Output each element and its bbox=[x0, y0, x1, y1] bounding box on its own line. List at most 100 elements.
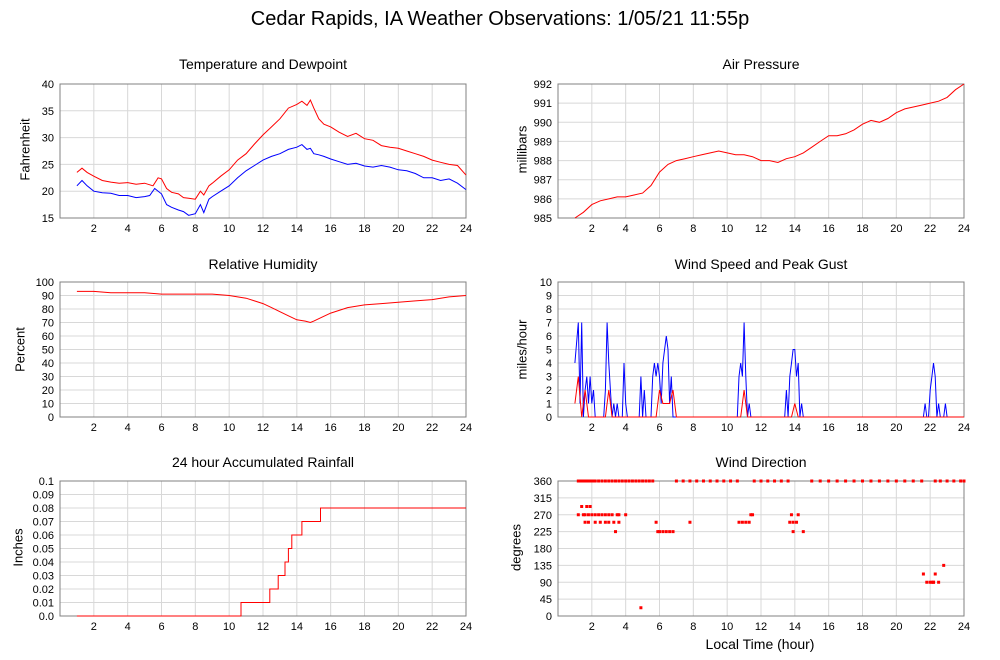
rain-ytick-label: 0.09 bbox=[33, 490, 54, 502]
rain-xtick-label: 20 bbox=[392, 621, 404, 633]
direction-xtick-label: 10 bbox=[721, 621, 733, 633]
temp-ytick-label: 35 bbox=[42, 106, 54, 118]
pressure-ytick-label: 991 bbox=[534, 98, 552, 110]
direction-point bbox=[962, 479, 966, 483]
direction-point bbox=[647, 479, 651, 483]
direction-point bbox=[644, 479, 648, 483]
direction-point bbox=[651, 479, 655, 483]
direction-point bbox=[886, 479, 890, 483]
rain-ytick-label: 0.02 bbox=[33, 584, 54, 596]
rain-xtick-label: 18 bbox=[358, 621, 370, 633]
direction-point bbox=[827, 479, 831, 483]
humidity-xtick-label: 18 bbox=[358, 422, 370, 434]
direction-ytick-label: 135 bbox=[534, 560, 552, 572]
direction-point bbox=[695, 479, 699, 483]
rain-ytick-label: 0.03 bbox=[33, 571, 54, 583]
direction-point bbox=[735, 479, 739, 483]
direction-xtick-label: 14 bbox=[789, 621, 801, 633]
direction-point bbox=[586, 513, 590, 517]
direction-point bbox=[588, 479, 592, 483]
direction-point bbox=[744, 520, 748, 524]
wind-ytick-label: 9 bbox=[546, 291, 552, 303]
rain-xtick-label: 2 bbox=[91, 621, 97, 633]
direction-point bbox=[715, 479, 719, 483]
direction-point bbox=[658, 530, 661, 534]
direction-point bbox=[617, 513, 621, 517]
wind-xtick-label: 12 bbox=[755, 422, 767, 434]
humidity-frame bbox=[59, 281, 467, 418]
wind-xtick-label: 10 bbox=[721, 422, 733, 434]
direction-xtick-label: 24 bbox=[958, 621, 970, 633]
temp-xtick-label: 20 bbox=[392, 223, 404, 235]
direction-point bbox=[612, 520, 616, 524]
wind-ytick-label: 2 bbox=[546, 385, 552, 397]
rain-xtick-label: 4 bbox=[125, 621, 131, 633]
wind-xtick-label: 22 bbox=[924, 422, 936, 434]
direction-xtick-label: 12 bbox=[755, 621, 767, 633]
pressure-ytick-label: 989 bbox=[534, 136, 552, 148]
direction-xtick-label: 4 bbox=[623, 621, 629, 633]
pressure-xtick-label: 14 bbox=[789, 223, 801, 235]
direction-point bbox=[583, 479, 587, 483]
direction-point bbox=[597, 513, 601, 517]
wind-chart-title: Wind Speed and Peak Gust bbox=[674, 256, 848, 272]
direction-point bbox=[796, 513, 800, 517]
direction-point bbox=[688, 479, 692, 483]
direction-point bbox=[617, 520, 621, 524]
temp-xtick-label: 22 bbox=[426, 223, 438, 235]
rain-ytick-label: 0.1 bbox=[39, 476, 54, 488]
wind-xtick-label: 14 bbox=[789, 422, 801, 434]
direction-point bbox=[639, 606, 643, 610]
direction-ytick-label: 90 bbox=[540, 577, 552, 589]
direction-point bbox=[592, 479, 596, 483]
pressure-ytick-label: 988 bbox=[534, 156, 552, 168]
wind-ytick-label: 8 bbox=[546, 304, 552, 316]
direction-point bbox=[654, 520, 658, 524]
humidity-xtick-label: 22 bbox=[426, 422, 438, 434]
temp-xtick-label: 12 bbox=[257, 223, 269, 235]
direction-point bbox=[641, 479, 645, 483]
pressure-xtick-label: 24 bbox=[958, 223, 970, 235]
direction-point bbox=[620, 479, 624, 483]
direction-ytick-label: 180 bbox=[534, 544, 552, 556]
direction-point bbox=[869, 479, 873, 483]
wind-xtick-label: 20 bbox=[890, 422, 902, 434]
direction-point bbox=[668, 530, 672, 534]
direction-point bbox=[740, 520, 744, 524]
humidity-xtick-label: 10 bbox=[223, 422, 235, 434]
humidity-ytick-label: 40 bbox=[42, 358, 54, 370]
rain-xtick-label: 12 bbox=[257, 621, 269, 633]
direction-point bbox=[614, 479, 618, 483]
direction-point bbox=[580, 479, 584, 483]
pressure-xtick-label: 22 bbox=[924, 223, 936, 235]
direction-point bbox=[607, 513, 611, 517]
direction-point bbox=[844, 479, 848, 483]
direction-point bbox=[583, 513, 587, 517]
rain-ytick-label: 0.06 bbox=[33, 530, 54, 542]
direction-point bbox=[581, 479, 585, 483]
rain-xtick-label: 6 bbox=[158, 621, 164, 633]
direction-point bbox=[773, 479, 777, 483]
direction-point bbox=[729, 479, 733, 483]
humidity-xtick-label: 6 bbox=[158, 422, 164, 434]
temp-xtick-label: 8 bbox=[192, 223, 198, 235]
temp-xtick-label: 24 bbox=[460, 223, 472, 235]
direction-point bbox=[932, 580, 936, 584]
temp-ytick-label: 15 bbox=[42, 213, 54, 225]
direction-point bbox=[959, 479, 963, 483]
direction-point bbox=[852, 479, 856, 483]
direction-point bbox=[766, 479, 770, 483]
direction-point bbox=[791, 530, 795, 534]
direction-point bbox=[583, 520, 587, 524]
direction-point bbox=[614, 530, 618, 534]
humidity-chart-title: Relative Humidity bbox=[208, 256, 318, 272]
pressure-xtick-label: 20 bbox=[890, 223, 902, 235]
pressure-xtick-label: 18 bbox=[856, 223, 868, 235]
temp-ytick-label: 20 bbox=[42, 186, 54, 198]
direction-point bbox=[610, 479, 614, 483]
wind-ytick-label: 10 bbox=[540, 277, 552, 289]
wind-ytick-label: 3 bbox=[546, 372, 552, 384]
temp-xtick-label: 18 bbox=[358, 223, 370, 235]
direction-xtick-label: 22 bbox=[924, 621, 936, 633]
